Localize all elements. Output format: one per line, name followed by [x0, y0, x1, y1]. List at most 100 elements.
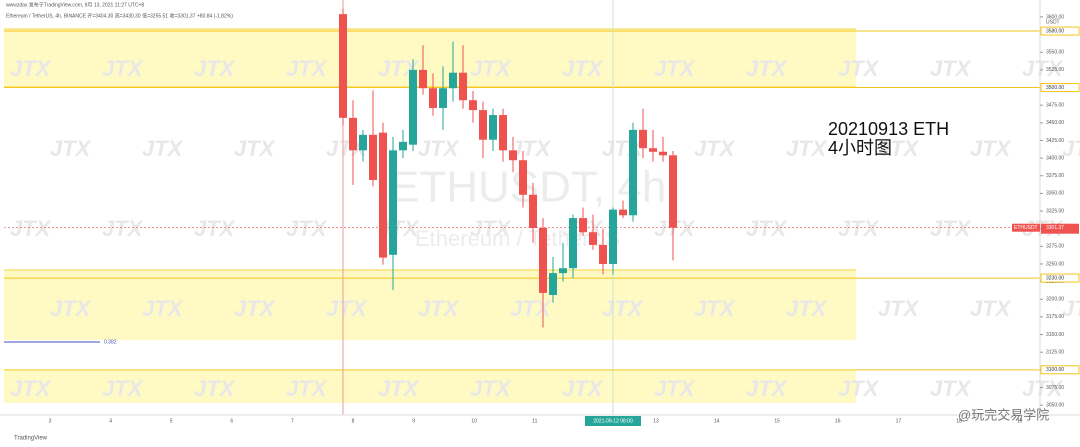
- fib-label: 0.382: [104, 339, 117, 345]
- crosshair-label: 2021-09-12 08:00: [593, 418, 633, 424]
- logo-watermark: JTX: [418, 136, 460, 161]
- logo-watermark: JTX: [786, 136, 828, 161]
- y-tick-label: 3475.00: [1046, 102, 1064, 108]
- logo-watermark: JTX: [602, 296, 644, 321]
- logo-watermark: JTX: [1062, 136, 1080, 161]
- level-label: 3500.00: [1046, 85, 1064, 91]
- y-tick-label: 3200.00: [1046, 297, 1064, 303]
- logo-watermark: JTX: [10, 216, 52, 241]
- x-tick-label: 6: [230, 418, 233, 424]
- zone: [4, 370, 856, 403]
- level-tag: [1040, 273, 1080, 283]
- candle-body: [529, 194, 537, 228]
- price-tag-symbol: ETHUSDT: [1014, 225, 1038, 231]
- logo-watermark: JTX: [470, 56, 512, 81]
- logo-watermark: JTX: [470, 376, 512, 401]
- x-tick-label: 11: [532, 418, 537, 424]
- x-tick-label: 15: [774, 418, 780, 424]
- y-tick-label: 3250.00: [1046, 261, 1064, 267]
- zone: [4, 270, 856, 340]
- level-label: 3100.00: [1046, 367, 1064, 373]
- x-tick-label: 3: [49, 418, 52, 424]
- y-tick-label: 3050.00: [1046, 402, 1064, 408]
- candle-body: [609, 209, 617, 264]
- header: wwwzdax 发布于TradingView.com, 9月 13, 2021 …: [6, 1, 144, 8]
- logo-watermark: JTX: [10, 376, 52, 401]
- logo-watermark: JTX: [930, 56, 972, 81]
- zone: [4, 29, 856, 87]
- candle-body: [419, 69, 427, 89]
- y-tick-label: 3525.00: [1046, 67, 1064, 73]
- y-tick-label: 3450.00: [1046, 120, 1064, 126]
- logo-watermark: JTX: [838, 56, 880, 81]
- symbol-watermark: ETHUSDT, 4h: [390, 163, 666, 212]
- logo-watermark: JTX: [786, 296, 828, 321]
- x-tick-label: 13: [653, 418, 659, 424]
- candle-body: [629, 129, 637, 216]
- x-tick-label: 17: [896, 418, 902, 424]
- logo-watermark: JTX: [930, 376, 972, 401]
- price-tag-label: 3301.37: [1046, 225, 1064, 231]
- candle-body: [579, 218, 587, 233]
- x-tick-label: 14: [714, 418, 720, 424]
- candle-body: [559, 268, 567, 274]
- level-tag: [1040, 26, 1080, 36]
- logo-watermark: JTX: [1022, 56, 1064, 81]
- logo-watermark: JTX: [562, 56, 604, 81]
- candle-body: [429, 88, 437, 108]
- candle-body: [499, 115, 507, 151]
- logo-watermark: JTX: [286, 216, 328, 241]
- logo-watermark: JTX: [194, 216, 236, 241]
- candle-body: [379, 132, 387, 258]
- logo-watermark: JTX: [878, 296, 920, 321]
- logo-watermark: JTX: [418, 296, 460, 321]
- logo-watermark: JTX: [50, 136, 92, 161]
- level-label: 3230.00: [1046, 275, 1064, 281]
- logo-watermark: JTX: [470, 216, 512, 241]
- currency: USDT: [1046, 19, 1060, 25]
- y-tick-label: 3375.00: [1046, 173, 1064, 179]
- logo-watermark: JTX: [510, 296, 552, 321]
- y-tick-label: 3400.00: [1046, 155, 1064, 161]
- y-tick-label: 3325.00: [1046, 208, 1064, 214]
- y-tick-label: 3175.00: [1046, 314, 1064, 320]
- candle-body: [469, 100, 477, 111]
- level-tag: [1040, 365, 1080, 375]
- credit: @玩完交易学院: [958, 407, 1049, 422]
- logo-watermark: JTX: [102, 376, 144, 401]
- logo-watermark: JTX: [746, 56, 788, 81]
- y-tick-label: 3125.00: [1046, 350, 1064, 356]
- x-tick-label: 9: [412, 418, 415, 424]
- logo-watermark: JTX: [970, 296, 1012, 321]
- logo-watermark: JTX: [694, 136, 736, 161]
- x-tick-label: 7: [291, 418, 294, 424]
- x-tick-label: 19: [1017, 418, 1023, 424]
- logo-watermark: JTX: [694, 296, 736, 321]
- candle-body: [539, 227, 547, 293]
- logo-watermark: JTX: [102, 56, 144, 81]
- logo-watermark: JTX: [838, 216, 880, 241]
- candle-body: [349, 117, 357, 151]
- candle-body: [369, 134, 377, 180]
- candle-body: [399, 141, 407, 151]
- y-tick-label: 3150.00: [1046, 332, 1064, 338]
- logo-watermark: JTX: [286, 56, 328, 81]
- candle-body: [479, 110, 487, 140]
- y-tick-label: 3075.00: [1046, 385, 1064, 391]
- logo-watermark: JTX: [878, 136, 920, 161]
- candle-body: [489, 115, 497, 140]
- candle-body: [389, 150, 397, 255]
- x-tick-label: 4: [109, 418, 112, 424]
- candle-body: [669, 155, 677, 228]
- y-tick-label: 3425.00: [1046, 138, 1064, 144]
- x-tick-label: 8: [352, 418, 355, 424]
- candle-body: [619, 209, 627, 216]
- brand: TradingView: [14, 436, 48, 442]
- logo-watermark: JTX: [194, 56, 236, 81]
- candle-body: [459, 72, 467, 101]
- logo-watermark: JTX: [746, 376, 788, 401]
- logo-watermark: JTX: [838, 376, 880, 401]
- crosshair-label-box: [585, 416, 641, 426]
- logo-watermark: JTX: [142, 296, 184, 321]
